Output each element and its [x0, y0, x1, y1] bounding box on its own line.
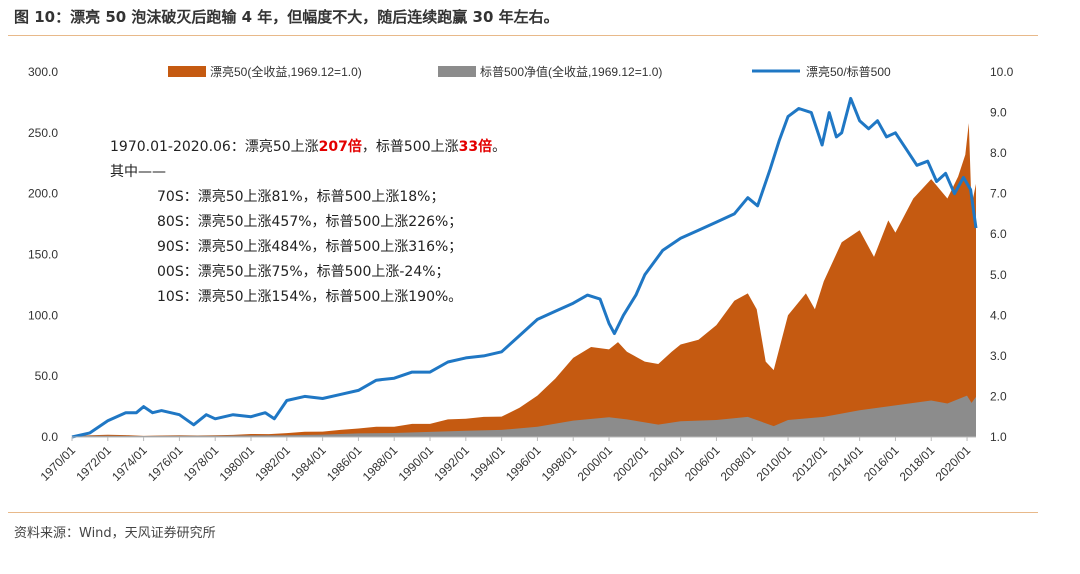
y-axis-right: 1.0 2.0 3.0 4.0 5.0 6.0 7.0 8.0 9.0 10.0 [990, 65, 1014, 444]
y-left-tick-label: 250.0 [28, 126, 58, 140]
annotation-line2: 其中—— [110, 164, 166, 180]
y-left-tick-label: 300.0 [28, 65, 58, 79]
x-tick-label: 2018/01 [897, 443, 938, 484]
x-tick-label: 2014/01 [825, 443, 866, 484]
y-left-tick-label: 50.0 [35, 369, 59, 383]
x-tick-label: 1976/01 [145, 443, 186, 484]
x-tick-label: 1982/01 [252, 443, 293, 484]
x-tick-label: 1972/01 [73, 443, 114, 484]
chart-canvas: 漂亮50(全收益,1969.12=1.0) 标普500净值(全收益,1969.1… [28, 64, 1014, 484]
annotation-line1: 1970.01-2020.06：漂亮50上涨207倍，标普500上涨33倍。 [110, 138, 506, 155]
annotation-decade-00s: 00S：漂亮50上涨75%，标普500上涨-24%； [157, 263, 450, 280]
y-right-tick-label: 1.0 [990, 430, 1007, 444]
plot-area [71, 96, 978, 439]
y-right-tick-label: 10.0 [990, 65, 1014, 79]
x-tick-label: 1970/01 [38, 443, 79, 484]
legend-label-ratio: 漂亮50/标普500 [806, 64, 891, 79]
source-note: 资料来源：Wind，天风证券研究所 [14, 526, 216, 541]
legend-label-sp500: 标普500净值(全收益,1969.12=1.0) [480, 64, 662, 79]
y-right-tick-label: 6.0 [990, 227, 1007, 241]
x-tick-label: 1996/01 [503, 443, 544, 484]
x-tick-label: 1986/01 [324, 443, 365, 484]
y-right-tick-label: 8.0 [990, 146, 1007, 160]
x-tick-label: 2000/01 [575, 443, 616, 484]
figure-title: 图 10：漂亮 50 泡沫破灭后跑输 4 年，但幅度不大，随后连续跑赢 30 年… [14, 8, 559, 26]
x-tick-label: 1990/01 [396, 443, 437, 484]
x-tick-label: 1992/01 [431, 443, 472, 484]
top-divider [8, 35, 1038, 36]
y-right-tick-label: 7.0 [990, 187, 1007, 201]
y-right-tick-label: 9.0 [990, 106, 1007, 120]
legend-swatch-sp500 [438, 66, 476, 77]
x-tick-label: 2006/01 [682, 443, 723, 484]
y-left-tick-label: 100.0 [28, 308, 58, 322]
annotation-decade-70s: 70S：漂亮50上涨81%，标普500上涨18%； [157, 188, 444, 205]
x-axis: 1970/011972/011974/011976/011978/011980/… [38, 437, 974, 484]
x-tick-label: 1998/01 [539, 443, 580, 484]
x-tick-label: 1978/01 [181, 443, 222, 484]
x-tick-label: 2008/01 [718, 443, 759, 484]
x-tick-label: 2016/01 [861, 443, 902, 484]
y-axis-left: 0.0 50.0 100.0 150.0 200.0 250.0 300.0 [28, 65, 58, 444]
x-tick-label: 1974/01 [109, 443, 150, 484]
annotation-decade-80s: 80S：漂亮50上涨457%，标普500上涨226%； [157, 213, 462, 230]
y-left-tick-label: 0.0 [41, 430, 58, 444]
x-tick-label: 2002/01 [610, 443, 651, 484]
y-right-tick-label: 5.0 [990, 268, 1007, 282]
x-tick-label: 2004/01 [646, 443, 687, 484]
series-sp500-area [72, 395, 976, 437]
y-left-tick-label: 150.0 [28, 248, 58, 262]
bottom-divider [8, 512, 1038, 513]
x-tick-label: 1994/01 [467, 443, 508, 484]
legend-swatch-nifty [168, 66, 206, 77]
x-tick-label: 2010/01 [754, 443, 795, 484]
y-right-tick-label: 3.0 [990, 349, 1007, 363]
legend-label-nifty: 漂亮50(全收益,1969.12=1.0) [210, 64, 362, 79]
x-tick-label: 1988/01 [360, 443, 401, 484]
legend: 漂亮50(全收益,1969.12=1.0) 标普500净值(全收益,1969.1… [168, 64, 891, 79]
annotation-decade-90s: 90S：漂亮50上涨484%，标普500上涨316%； [157, 238, 462, 255]
annotation-decade-10s: 10S：漂亮50上涨154%，标普500上涨190%。 [157, 288, 462, 305]
x-tick-label: 1984/01 [288, 443, 329, 484]
series-nifty50-area [72, 123, 976, 437]
x-tick-label: 2012/01 [789, 443, 830, 484]
y-right-tick-label: 4.0 [990, 308, 1007, 322]
annotation: 1970.01-2020.06：漂亮50上涨207倍，标普500上涨33倍。 其… [110, 138, 506, 305]
y-right-tick-label: 2.0 [990, 389, 1007, 403]
x-tick-label: 1980/01 [217, 443, 258, 484]
series-ratio-line [71, 96, 978, 439]
x-tick-label: 2020/01 [933, 443, 974, 484]
y-left-tick-label: 200.0 [28, 187, 58, 201]
